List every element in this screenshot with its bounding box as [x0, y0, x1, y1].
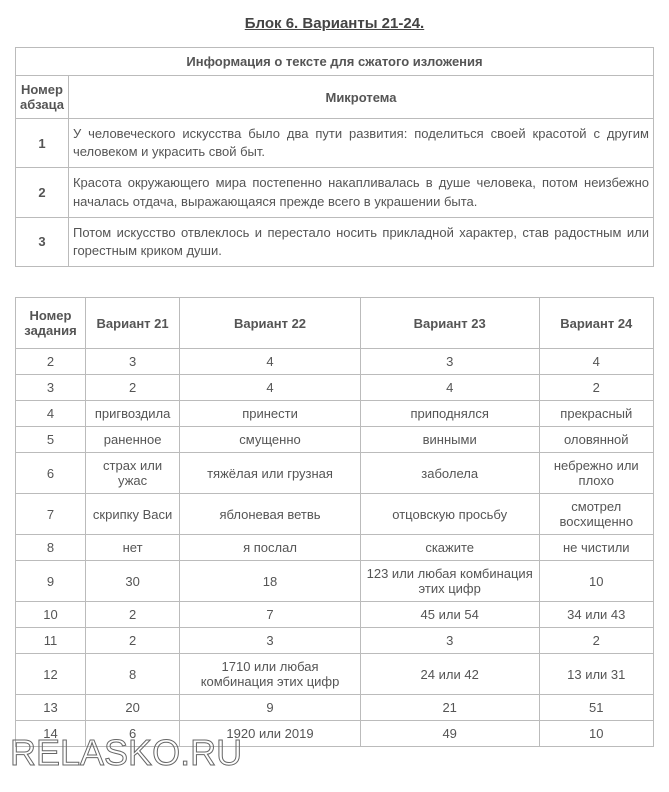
page-title: Блок 6. Варианты 21-24.	[15, 15, 654, 32]
answer-cell: приподнялся	[360, 401, 539, 427]
ans-header: Вариант 23	[360, 298, 539, 349]
answer-cell: прекрасный	[539, 401, 653, 427]
answer-cell: 51	[539, 695, 653, 721]
answer-cell: 24 или 42	[360, 654, 539, 695]
answers-table: Номер задания Вариант 21 Вариант 22 Вари…	[15, 297, 654, 747]
answer-cell: скажите	[360, 535, 539, 561]
row-num: 2	[16, 168, 69, 217]
answer-cell: 2	[86, 602, 180, 628]
task-num: 2	[16, 349, 86, 375]
answer-cell: 2	[86, 375, 180, 401]
answer-cell: 2	[539, 375, 653, 401]
row-num: 1	[16, 119, 69, 168]
answer-cell: 10	[539, 561, 653, 602]
answer-cell: 4	[180, 375, 361, 401]
answer-cell: 2	[539, 628, 653, 654]
answer-cell: оловянной	[539, 427, 653, 453]
answer-cell: 4	[539, 349, 653, 375]
info-table: Информация о тексте для сжатого изложени…	[15, 47, 654, 267]
answer-cell: страх или ужас	[86, 453, 180, 494]
answer-cell: 3	[86, 349, 180, 375]
answer-cell: 3	[180, 628, 361, 654]
task-num: 13	[16, 695, 86, 721]
row-num: 3	[16, 217, 69, 266]
task-num: 14	[16, 721, 86, 747]
info-table-caption: Информация о тексте для сжатого изложени…	[16, 48, 654, 76]
answer-cell: 1710 или любая комбинация этих цифр	[180, 654, 361, 695]
row-text: Красота окружающего мира постепенно нака…	[68, 168, 653, 217]
answer-cell: тяжёлая или грузная	[180, 453, 361, 494]
answer-cell: 4	[180, 349, 361, 375]
answer-cell: пригвоздила	[86, 401, 180, 427]
answer-cell: небрежно или плохо	[539, 453, 653, 494]
answer-cell: 20	[86, 695, 180, 721]
answer-cell: 3	[360, 628, 539, 654]
answer-cell: нет	[86, 535, 180, 561]
answer-cell: 123 или любая комбинация этих цифр	[360, 561, 539, 602]
answer-cell: яблоневая ветвь	[180, 494, 361, 535]
answer-cell: принести	[180, 401, 361, 427]
answer-cell: 3	[360, 349, 539, 375]
answer-cell: я послал	[180, 535, 361, 561]
task-num: 6	[16, 453, 86, 494]
col-header-num: Номер абзаца	[16, 76, 69, 119]
task-num: 5	[16, 427, 86, 453]
ans-header: Номер задания	[16, 298, 86, 349]
answer-cell: смотрел восхищенно	[539, 494, 653, 535]
task-num: 12	[16, 654, 86, 695]
answer-cell: 18	[180, 561, 361, 602]
task-num: 9	[16, 561, 86, 602]
answer-cell: 34 или 43	[539, 602, 653, 628]
answer-cell: 1920 или 2019	[180, 721, 361, 747]
answer-cell: 4	[360, 375, 539, 401]
answer-cell: отцовскую просьбу	[360, 494, 539, 535]
answer-cell: 30	[86, 561, 180, 602]
task-num: 11	[16, 628, 86, 654]
answer-cell: 13 или 31	[539, 654, 653, 695]
ans-header: Вариант 21	[86, 298, 180, 349]
answer-cell: винными	[360, 427, 539, 453]
answer-cell: 6	[86, 721, 180, 747]
task-num: 8	[16, 535, 86, 561]
answer-cell: смущенно	[180, 427, 361, 453]
answer-cell: 49	[360, 721, 539, 747]
task-num: 4	[16, 401, 86, 427]
answer-cell: раненное	[86, 427, 180, 453]
answer-cell: 8	[86, 654, 180, 695]
task-num: 3	[16, 375, 86, 401]
answer-cell: 2	[86, 628, 180, 654]
row-text: У человеческого искусства было два пути …	[68, 119, 653, 168]
answer-cell: 9	[180, 695, 361, 721]
answer-cell: 10	[539, 721, 653, 747]
ans-header: Вариант 24	[539, 298, 653, 349]
task-num: 10	[16, 602, 86, 628]
row-text: Потом искусство отвлеклось и перестало н…	[68, 217, 653, 266]
answer-cell: 7	[180, 602, 361, 628]
answer-cell: не чистили	[539, 535, 653, 561]
ans-header: Вариант 22	[180, 298, 361, 349]
answer-cell: заболела	[360, 453, 539, 494]
col-header-micro: Микротема	[68, 76, 653, 119]
answer-cell: 21	[360, 695, 539, 721]
answer-cell: 45 или 54	[360, 602, 539, 628]
task-num: 7	[16, 494, 86, 535]
answer-cell: скрипку Васи	[86, 494, 180, 535]
